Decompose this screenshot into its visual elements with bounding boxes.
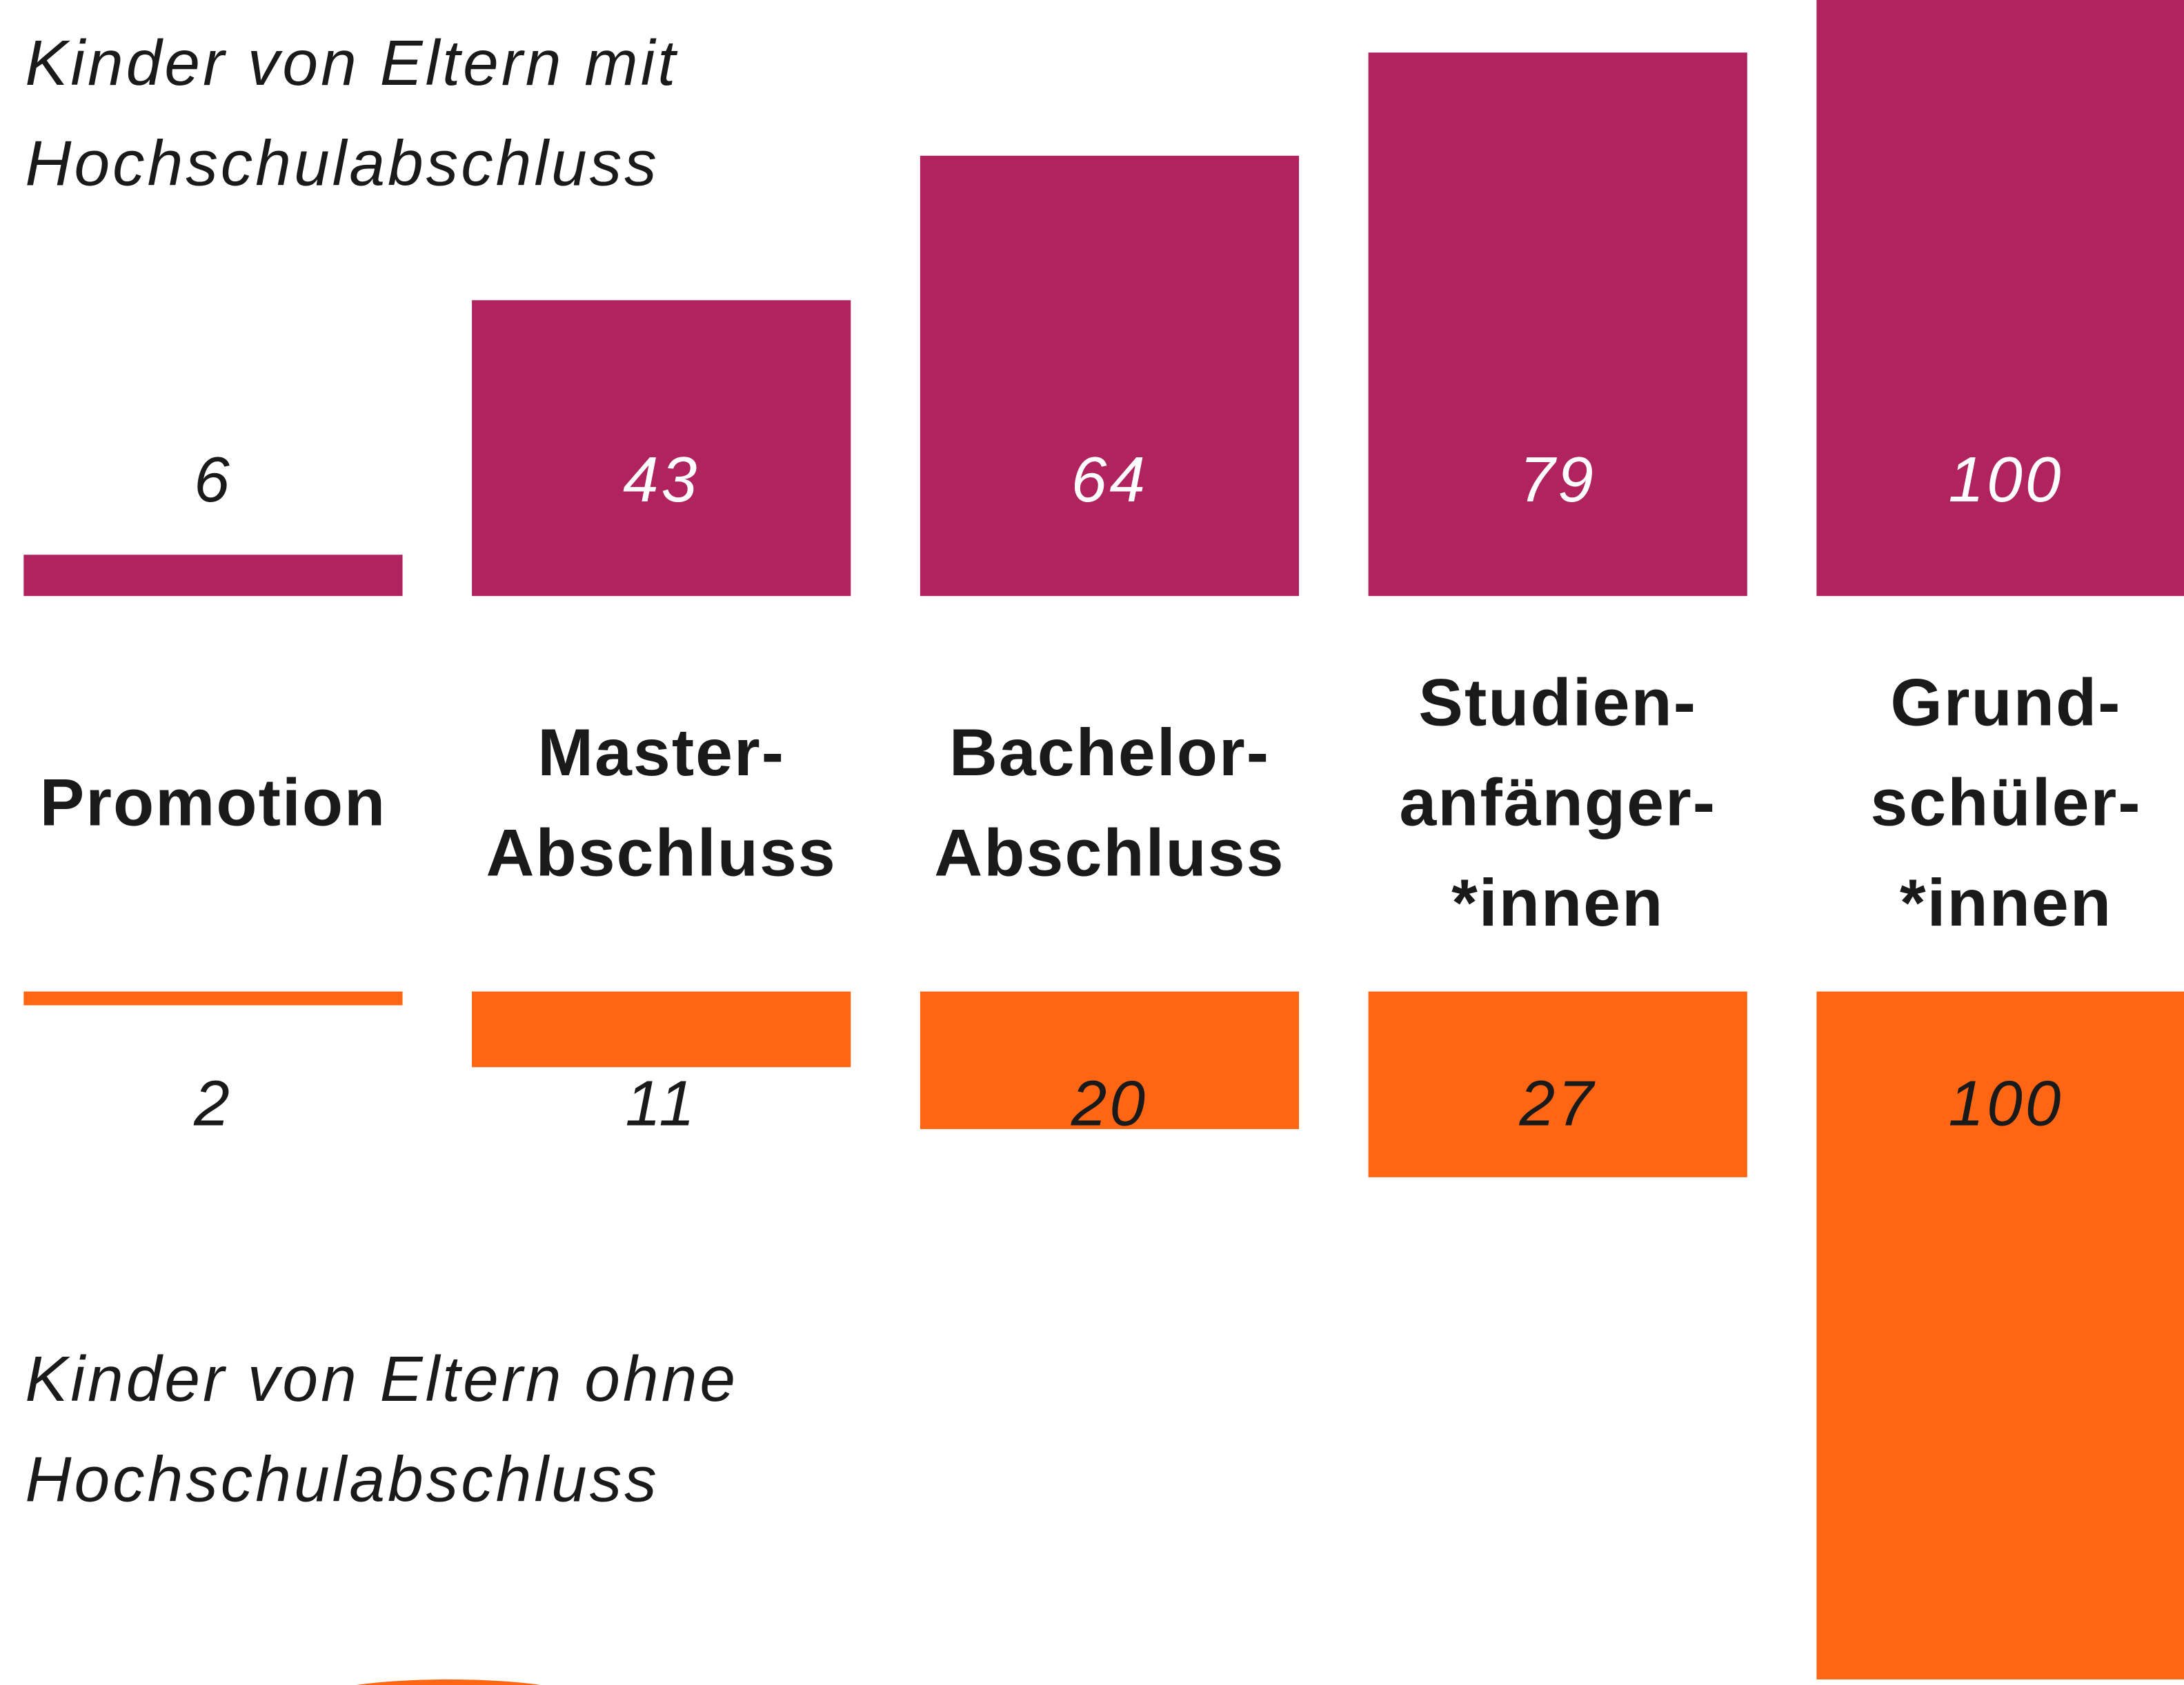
- value-label: 64: [1071, 443, 1148, 515]
- value-label: 79: [1520, 443, 1596, 515]
- value-label: 43: [623, 443, 699, 515]
- bar: [920, 991, 1300, 1130]
- bar: [1816, 991, 2184, 1679]
- category-label: Master-: [537, 715, 785, 790]
- value-label: 100: [1948, 443, 2063, 515]
- bar: [1816, 0, 2184, 597]
- value-label: 2: [193, 1068, 232, 1139]
- bar: [472, 300, 851, 597]
- value-label: 27: [1519, 1068, 1596, 1139]
- bar: [472, 991, 851, 1068]
- bar: [1368, 52, 1747, 597]
- category-label: Grund-: [1890, 664, 2121, 739]
- decoration: [356, 1679, 541, 1685]
- legend-bottom: Kinder von Eltern ohne Hochschulabschlus…: [25, 1342, 739, 1515]
- category-label: schüler-: [1870, 765, 2141, 840]
- value-label: 11: [625, 1068, 697, 1139]
- category-label: Promotion: [40, 765, 387, 840]
- bar: [23, 991, 403, 1006]
- category-label: anfänger-: [1399, 765, 1716, 840]
- bar: [920, 155, 1300, 597]
- category-label: Bachelor-: [949, 715, 1270, 790]
- category-label: *innen: [1900, 865, 2112, 940]
- value-label: 20: [1071, 1068, 1148, 1139]
- bar: [1368, 991, 1747, 1177]
- value-label: 6: [194, 443, 232, 515]
- category-label: Studien-: [1418, 664, 1697, 739]
- value-label: 100: [1948, 1068, 2063, 1139]
- legend-top: Kinder von Eltern mit Hochschulabschluss: [25, 26, 679, 199]
- category-label: *innen: [1451, 865, 1664, 940]
- category-label: Abschluss: [934, 815, 1284, 890]
- bar: [23, 555, 403, 597]
- category-label: Abschluss: [486, 815, 837, 890]
